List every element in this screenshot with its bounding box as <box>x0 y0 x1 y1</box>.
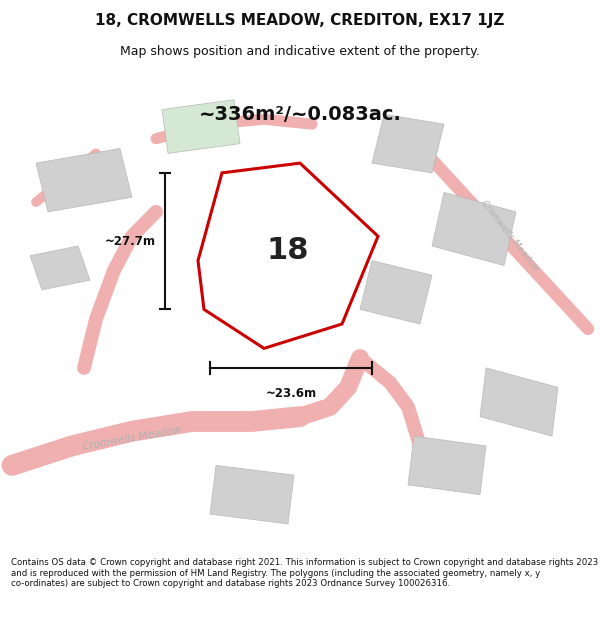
Polygon shape <box>36 149 132 212</box>
Polygon shape <box>480 368 558 436</box>
Polygon shape <box>360 261 432 324</box>
Text: 18: 18 <box>267 236 309 266</box>
Text: 18, CROMWELLS MEADOW, CREDITON, EX17 1JZ: 18, CROMWELLS MEADOW, CREDITON, EX17 1JZ <box>95 14 505 29</box>
Polygon shape <box>30 246 90 290</box>
Text: Cromwells Meadow: Cromwells Meadow <box>82 425 182 452</box>
Text: ~336m²/~0.083ac.: ~336m²/~0.083ac. <box>199 105 401 124</box>
Text: Contains OS data © Crown copyright and database right 2021. This information is : Contains OS data © Crown copyright and d… <box>11 558 598 588</box>
Text: Cromwells Meadow: Cromwells Meadow <box>479 199 541 273</box>
Polygon shape <box>198 163 378 348</box>
Polygon shape <box>408 436 486 494</box>
Text: ~27.7m: ~27.7m <box>105 234 156 248</box>
Text: Map shows position and indicative extent of the property.: Map shows position and indicative extent… <box>120 45 480 58</box>
Polygon shape <box>432 192 516 266</box>
Polygon shape <box>372 114 444 173</box>
Polygon shape <box>240 261 336 329</box>
Polygon shape <box>162 100 240 153</box>
Polygon shape <box>210 466 294 524</box>
Text: ~23.6m: ~23.6m <box>265 388 317 401</box>
